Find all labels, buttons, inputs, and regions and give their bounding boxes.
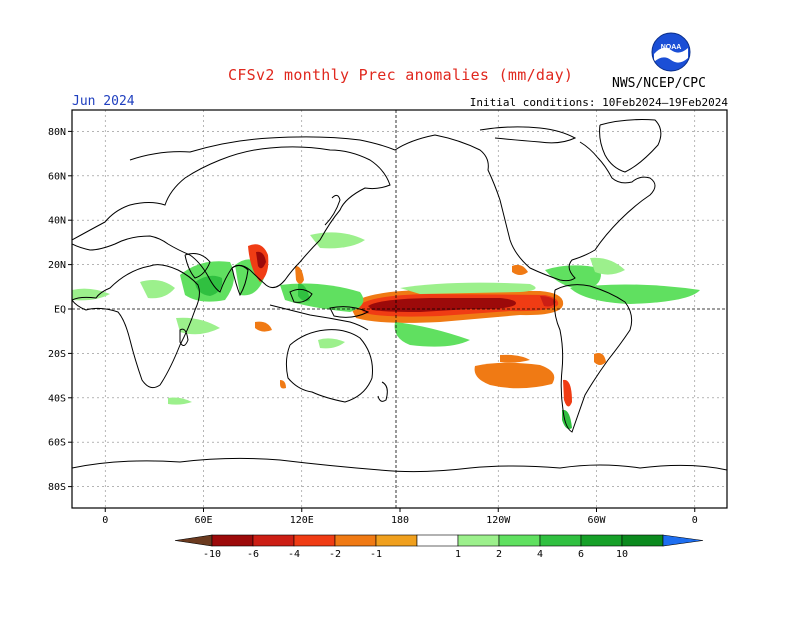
colorbar-label: 2 (496, 549, 502, 560)
coast-north-america (394, 134, 656, 282)
colorbar-segment (293, 534, 336, 547)
lon-tick-label: 120W (486, 515, 511, 526)
lat-tick-label: 40S (48, 393, 66, 404)
lat-tick-label: 80N (48, 127, 66, 138)
lat-tick-label: EQ (54, 305, 66, 316)
agency-label: NWS/NCEP/CPC (612, 76, 706, 91)
anomaly-wet-caribbean (590, 257, 625, 275)
colorbar-legend: -10 -6 -4 -2 -1 1 2 4 6 10 (174, 534, 704, 560)
colorbar-segment (416, 534, 459, 547)
anomaly-wet-africa (140, 280, 175, 299)
coastlines (72, 119, 727, 473)
lon-tick-label: 120E (290, 515, 314, 526)
coast-antarctica (72, 457, 727, 473)
lat-tick-label: 20N (48, 260, 66, 271)
gridlines (72, 110, 727, 508)
colorbar-segment (621, 534, 664, 547)
lon-tick-label: 180 (391, 515, 409, 526)
coast-arctic-asia (129, 136, 396, 161)
longitude-labels: 0 60E 120E 180 120W 60W 0 (102, 508, 698, 526)
colorbar-segment (498, 534, 541, 547)
anomaly-dry-central-pacific-core (368, 298, 516, 312)
coast-indonesia (269, 304, 369, 331)
coast-eurasia (72, 146, 391, 293)
lon-tick-label: 60E (194, 515, 212, 526)
colorbar-label: -10 (203, 549, 221, 560)
colorbar-label: 10 (616, 549, 628, 560)
anomaly-wet-south-pacific (394, 322, 470, 347)
colorbar-segment (252, 534, 295, 547)
anomaly-wet-indian-ocean-south (176, 317, 220, 335)
anomaly-wet-atlantic-itcz (570, 284, 700, 304)
coast-australia (285, 329, 373, 403)
lat-tick-label: 20S (48, 349, 66, 360)
anomaly-dry-indian-ocean (255, 321, 272, 332)
coast-japan (324, 194, 341, 226)
lon-tick-label: 0 (692, 515, 698, 526)
anomaly-dry-east-pacific (540, 296, 556, 307)
anomaly-dry-brazil (594, 353, 606, 365)
colorbar-label: -2 (329, 549, 341, 560)
anomaly-wet-west-pacific (310, 232, 365, 249)
colorbar-label: 1 (455, 549, 461, 560)
anomaly-dry-chile (563, 379, 572, 407)
colorbar-arrow-high (662, 534, 704, 547)
anomaly-wet-australia-north (318, 338, 345, 349)
initial-conditions: Initial conditions: 10Feb2024–19Feb2024 (469, 96, 728, 109)
coast-arctic-islands (479, 126, 577, 144)
colorbar-label: -6 (247, 549, 259, 560)
colorbar-segment (334, 534, 377, 547)
coast-new-guinea (329, 306, 370, 318)
colorbar-label: -1 (370, 549, 382, 560)
colorbar-segment (580, 534, 623, 547)
anomaly-dry-mexico (512, 264, 528, 275)
colorbar-label: 4 (537, 549, 543, 560)
valid-month: Jun 2024 (72, 94, 135, 109)
latitude-labels: 80N 60N 40N 20N EQ 20S 40S 60S 80S (48, 127, 72, 493)
coast-new-zealand (377, 381, 388, 402)
lat-tick-label: 80S (48, 482, 66, 493)
lat-tick-label: 40N (48, 216, 66, 227)
anomaly-dry-south-pacific-east (474, 362, 555, 389)
colorbar-segment (457, 534, 500, 547)
colorbar-label: 6 (578, 549, 584, 560)
colorbar-label: -4 (288, 549, 300, 560)
colorbar-segment (211, 534, 254, 547)
anomaly-dry-southeast-asia-core (256, 251, 266, 269)
lon-tick-label: 60W (587, 515, 606, 526)
logo-text: NOAA (661, 44, 682, 51)
map-title: CFSv2 monthly Prec anomalies (mm/day) (228, 66, 574, 84)
map-area (72, 110, 727, 508)
lat-tick-label: 60S (48, 438, 66, 449)
anomaly-dry-australia-west (280, 380, 286, 389)
coast-madagascar (179, 328, 189, 346)
coast-india (231, 264, 249, 297)
colorbar-segment (375, 534, 418, 547)
anomaly-wet-north-pacific-itcz (400, 282, 536, 294)
anomaly-wet-southern-chile (562, 409, 572, 429)
anomaly-wet-philippines (298, 283, 310, 302)
lon-tick-label: 0 (102, 515, 108, 526)
anomaly-dry-south-pacific-east-2 (500, 354, 530, 363)
anomaly-wet-india-core (195, 275, 223, 296)
coast-borneo (289, 288, 313, 303)
noaa-logo-icon: NOAA (651, 32, 691, 72)
anomaly-dry-philippines (295, 265, 304, 284)
colorbar-segment (539, 534, 582, 547)
colorbar-arrow-low (174, 534, 213, 547)
coast-africa (72, 264, 200, 389)
coast-south-america (553, 284, 633, 433)
coast-greenland (599, 119, 662, 173)
anomaly-wet-south-indian (168, 397, 192, 405)
coast-arabia (184, 253, 211, 279)
anomaly-wet-central-america (545, 265, 601, 290)
lat-tick-label: 60N (48, 171, 66, 182)
